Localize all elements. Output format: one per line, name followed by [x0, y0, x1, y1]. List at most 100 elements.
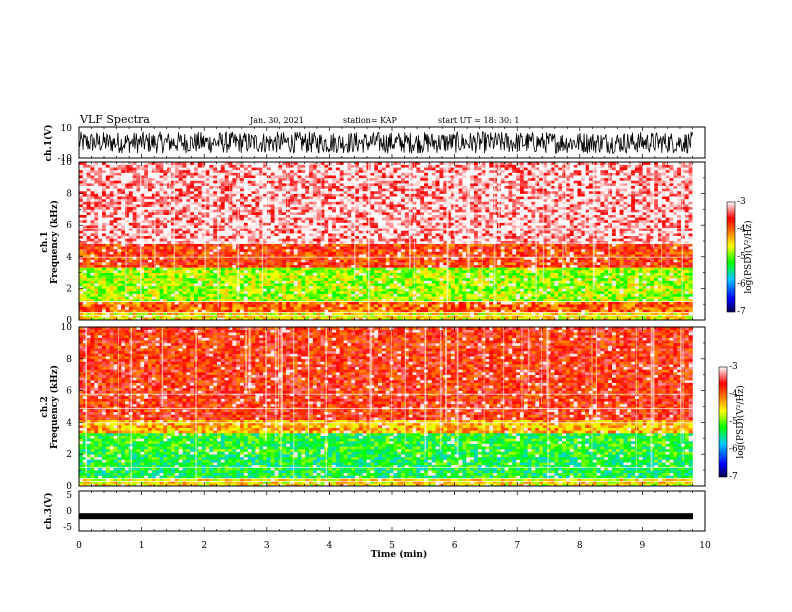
spectrogram-cell: [504, 298, 509, 302]
spectrogram-cell: [105, 306, 110, 310]
spectrogram-cell: [661, 238, 666, 242]
spectrogram-cell: [301, 317, 306, 321]
spectrogram-cell: [500, 272, 505, 276]
spectrogram-cell: [516, 288, 521, 292]
spectrogram-cell: [274, 238, 279, 242]
spectrogram-cell: [634, 246, 640, 250]
spectrogram-cell: [286, 280, 291, 284]
spectrogram-cell: [128, 262, 133, 265]
spectrogram-cell: [642, 254, 647, 258]
spectrogram-cell: [619, 293, 624, 297]
spectrogram-cell: [197, 301, 202, 305]
spectrogram-cell: [232, 293, 237, 297]
spectrogram-cell: [508, 291, 513, 294]
spectrogram-cell: [462, 301, 467, 305]
spectrogram-cell: [305, 306, 310, 310]
spectrogram-cell: [389, 283, 394, 287]
spectrogram-cell: [362, 298, 367, 302]
spectrogram-cell: [523, 306, 528, 310]
spectrogram-cell: [665, 288, 670, 292]
spectrogram-cell: [163, 251, 168, 255]
spectrogram-cell: [90, 272, 95, 276]
spectrogram-cell: [450, 248, 456, 252]
spectrogram-cell: [263, 275, 268, 279]
spectrogram-cell: [312, 306, 318, 310]
spectrogram-cell: [332, 312, 337, 316]
spectrogram-cell: [316, 285, 321, 289]
spectrogram-cell: [151, 298, 156, 302]
spectrogram-cell: [236, 298, 241, 302]
spectrogram-cell: [171, 312, 176, 316]
spectrogram-cell: [627, 280, 632, 284]
spectrogram-cell: [282, 251, 287, 255]
spectrogram-cell: [370, 246, 375, 250]
spectrogram-cell: [305, 283, 310, 287]
spectrogram-cell: [347, 254, 352, 258]
spectrogram-cell: [381, 246, 387, 250]
spectrogram-cell: [136, 267, 141, 271]
spectrogram-cell: [144, 314, 149, 318]
spectrogram-cell: [485, 283, 490, 287]
spectrogram-cell: [159, 301, 164, 305]
spectrogram-cell: [608, 264, 613, 268]
spectrogram-cell: [148, 309, 153, 313]
spectrogram-cell: [512, 275, 517, 279]
spectrogram-cell: [355, 280, 360, 284]
spectrogram-cell: [335, 301, 341, 305]
spectrogram-cell: [278, 306, 283, 310]
spectrogram-cell: [289, 267, 295, 271]
spectrogram-cell: [684, 277, 689, 281]
spectrogram-cell: [558, 256, 563, 260]
spectrogram-cell: [312, 256, 318, 260]
spectrogram-cell: [136, 262, 141, 265]
spectrogram-cell: [677, 262, 682, 265]
spectrogram-cell: [539, 241, 544, 244]
spectrogram-cell: [447, 285, 452, 289]
spectrogram-cell: [136, 269, 141, 273]
spectrogram-cell: [535, 309, 540, 313]
spectrogram-cell: [205, 251, 210, 255]
spectrogram-cell: [259, 259, 264, 263]
spectrogram-cell: [151, 285, 156, 289]
spectrogram-cell: [516, 241, 521, 244]
spectrogram-cell: [443, 312, 448, 316]
spectrogram-cell: [82, 280, 87, 284]
spectrogram-cell: [435, 314, 440, 318]
spectrogram-cell: [305, 275, 310, 279]
spectrogram-cell: [86, 251, 91, 255]
spectrogram-cell: [190, 269, 195, 273]
spectrogram-cell: [190, 262, 195, 265]
spectrogram-cell: [424, 301, 429, 305]
spectrogram-cell: [665, 304, 670, 308]
spectrogram-cell: [631, 275, 636, 279]
spectrogram-cell: [477, 262, 482, 265]
spectrogram-cell: [197, 272, 202, 276]
spectrogram-cell: [527, 275, 532, 279]
spectrogram-cell: [190, 296, 195, 300]
spectrogram-cell: [362, 283, 367, 287]
spectrogram-cell: [592, 246, 597, 250]
spectrogram-cell: [178, 317, 183, 321]
spectrogram-cell: [117, 293, 122, 297]
spectrogram-cell: [347, 296, 352, 300]
spectrogram-cell: [167, 293, 172, 297]
spectrogram-cell: [140, 275, 145, 279]
spectrogram-cell: [213, 283, 218, 287]
spectrogram-cell: [194, 248, 199, 252]
spectrogram-cell: [588, 246, 594, 250]
spectrogram-cell: [585, 309, 590, 313]
spectrogram-cell: [600, 306, 605, 310]
spectrogram-cell: [197, 285, 202, 289]
spectrogram-cell: [650, 314, 655, 318]
spectrogram-cell: [554, 312, 559, 316]
spectrogram-cell: [500, 298, 505, 302]
spectrogram-cell: [554, 254, 559, 258]
spectrogram-cell: [339, 309, 344, 313]
spectrogram-cell: [224, 312, 229, 316]
spectrogram-cell: [194, 259, 199, 263]
spectrogram-cell: [125, 301, 130, 305]
spectrogram-cell: [401, 267, 406, 271]
spectrogram-cell: [151, 259, 156, 263]
spectrogram-cell: [562, 298, 567, 302]
spectrogram-cell: [171, 238, 176, 242]
